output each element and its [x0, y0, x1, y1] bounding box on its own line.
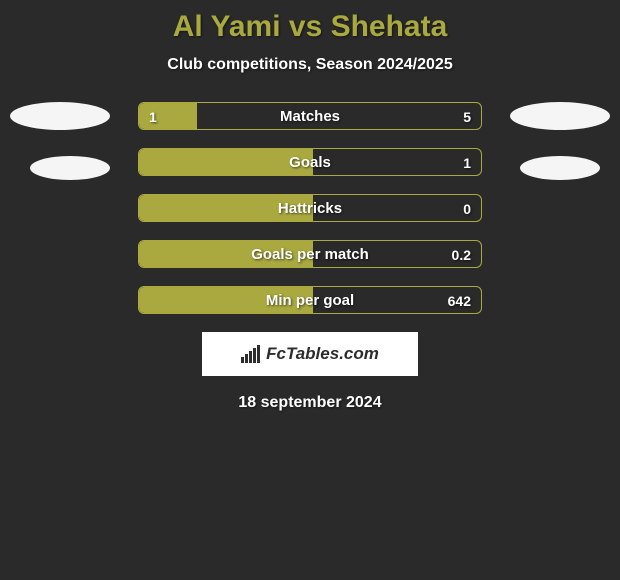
branding-badge: FcTables.com — [202, 332, 418, 376]
bar-row: Min per goal 642 — [138, 286, 482, 314]
team-logo-right-1 — [510, 102, 610, 130]
branding-text: FcTables.com — [266, 344, 379, 364]
bar-chart: 1 Matches 5 Goals 1 Hattricks 0 Goals pe… — [138, 102, 482, 314]
infographic-container: Al Yami vs Shehata Club competitions, Se… — [0, 0, 620, 580]
bar-label: Matches — [139, 103, 481, 130]
page-title: Al Yami vs Shehata — [0, 0, 620, 44]
date-label: 18 september 2024 — [0, 394, 620, 412]
bar-value-right: 5 — [463, 103, 471, 130]
bar-label: Hattricks — [139, 195, 481, 222]
bar-row: Goals per match 0.2 — [138, 240, 482, 268]
bar-value-right: 0 — [463, 195, 471, 222]
bar-row: Goals 1 — [138, 148, 482, 176]
subtitle: Club competitions, Season 2024/2025 — [0, 56, 620, 74]
chart-area: 1 Matches 5 Goals 1 Hattricks 0 Goals pe… — [0, 102, 620, 412]
team-logo-right-2 — [520, 156, 600, 180]
chart-icon — [241, 345, 260, 363]
bar-label: Goals per match — [139, 241, 481, 268]
bar-label: Min per goal — [139, 287, 481, 314]
team-logo-left-2 — [30, 156, 110, 180]
bar-row: 1 Matches 5 — [138, 102, 482, 130]
bar-value-right: 0.2 — [452, 241, 471, 268]
bar-row: Hattricks 0 — [138, 194, 482, 222]
bar-value-right: 642 — [448, 287, 471, 314]
bar-value-right: 1 — [463, 149, 471, 176]
team-logo-left-1 — [10, 102, 110, 130]
bar-label: Goals — [139, 149, 481, 176]
